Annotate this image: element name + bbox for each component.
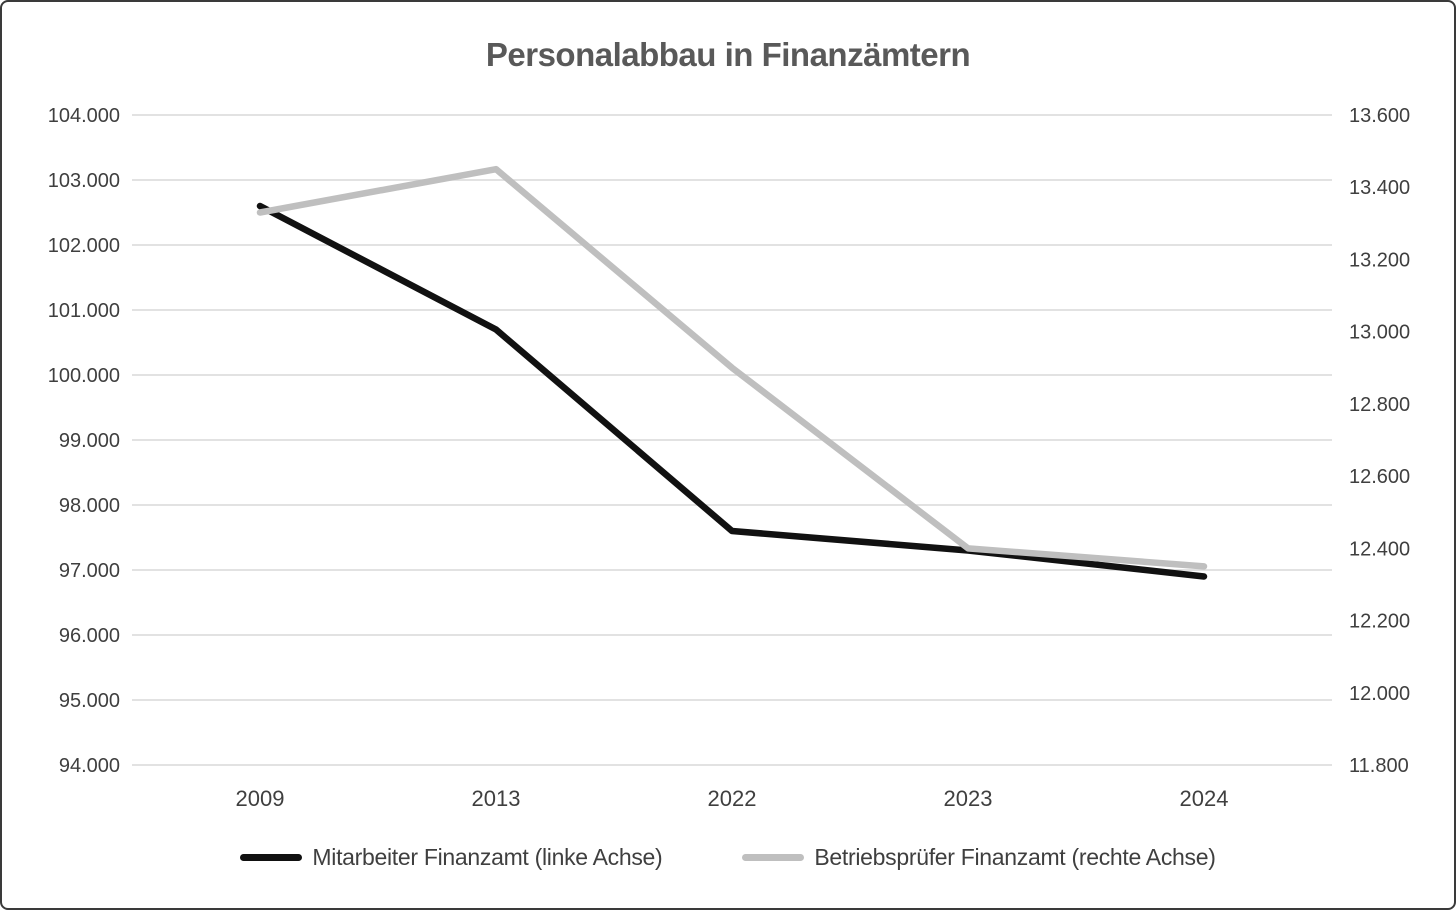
legend-item-mitarbeiter: Mitarbeiter Finanzamt (linke Achse) bbox=[240, 844, 663, 871]
legend-line-swatch-gray bbox=[742, 854, 805, 861]
left-axis-tick-label: 103.000 bbox=[48, 170, 120, 192]
left-axis-tick-label: 96.000 bbox=[59, 625, 120, 647]
left-axis-tick-label: 104.000 bbox=[48, 105, 120, 127]
left-axis-tick-label: 98.000 bbox=[59, 495, 120, 517]
x-axis-label: 2022 bbox=[708, 786, 757, 811]
right-axis-tick-label: 12.000 bbox=[1349, 683, 1410, 705]
series-line-betriebspruefer bbox=[256, 165, 1208, 570]
right-axis-tick-label: 13.200 bbox=[1349, 249, 1410, 271]
x-axis-label: 2013 bbox=[472, 786, 521, 811]
chart-title: Personalabbau in Finanzämtern bbox=[485, 36, 971, 73]
right-axis-tick-label: 12.800 bbox=[1349, 394, 1410, 416]
series-line-mitarbeiter bbox=[256, 202, 1208, 580]
left-axis-tick-label: 94.000 bbox=[59, 755, 120, 777]
x-axis-label: 2024 bbox=[1180, 786, 1229, 811]
left-axis-tick-label: 101.000 bbox=[48, 300, 120, 322]
chart-legend: Mitarbeiter Finanzamt (linke Achse) Betr… bbox=[2, 844, 1454, 871]
legend-label: Betriebsprüfer Finanzamt (rechte Achse) bbox=[814, 844, 1216, 870]
left-axis-tick-label: 95.000 bbox=[59, 690, 120, 712]
left-axis-tick-label: 100.000 bbox=[48, 365, 120, 387]
right-axis-tick-label: 12.600 bbox=[1349, 466, 1410, 488]
right-axis-tick-label: 13.600 bbox=[1349, 105, 1410, 127]
right-axis-tick-label: 13.400 bbox=[1349, 177, 1410, 199]
legend-label: Mitarbeiter Finanzamt (linke Achse) bbox=[312, 844, 663, 870]
right-axis-tick-label: 12.200 bbox=[1349, 611, 1410, 633]
left-axis-tick-label: 102.000 bbox=[48, 235, 120, 257]
legend-item-betriebspruefer: Betriebsprüfer Finanzamt (rechte Achse) bbox=[742, 844, 1216, 871]
x-axis-label: 2023 bbox=[944, 786, 993, 811]
x-axis-label: 2009 bbox=[236, 786, 285, 811]
left-axis-tick-label: 99.000 bbox=[59, 430, 120, 452]
left-axis-tick-label: 97.000 bbox=[59, 560, 120, 582]
right-axis-tick-label: 12.400 bbox=[1349, 538, 1410, 560]
right-axis-tick-label: 13.000 bbox=[1349, 322, 1410, 344]
legend-line-swatch-black bbox=[240, 854, 303, 861]
right-axis-tick-label: 11.800 bbox=[1349, 755, 1409, 777]
